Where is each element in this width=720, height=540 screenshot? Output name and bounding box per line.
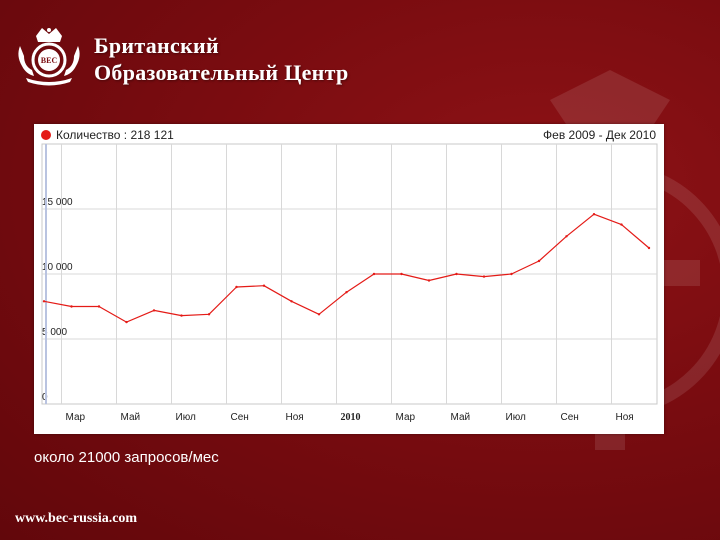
data-point (42, 300, 46, 303)
x-tick-label: Ноя (616, 412, 634, 423)
date-range-label: Фев 2009 - Дек 2010 (543, 128, 656, 142)
crown-shield-emblem-icon: BEC (18, 28, 80, 86)
data-point (152, 309, 156, 312)
y-tick-label: 5 000 (42, 327, 67, 338)
legend-label: Количество : 218 121 (56, 128, 174, 142)
data-point (235, 285, 238, 289)
data-point (317, 313, 321, 316)
data-point (427, 279, 431, 282)
data-point (510, 272, 513, 276)
logo-text: BEC (41, 56, 58, 65)
data-point (647, 246, 651, 250)
x-tick-label: Июл (176, 412, 196, 423)
chart-panel: Количество : 218 121 Фев 2009 - Дек 2010… (34, 124, 664, 434)
x-tick-label: 2010 (341, 412, 361, 423)
data-point (372, 272, 376, 276)
x-tick-label: Мар (66, 412, 86, 423)
legend-marker-icon (41, 130, 51, 140)
x-tick-label: Май (451, 412, 471, 423)
series-line-kolichestvo (43, 213, 650, 323)
data-point (455, 272, 458, 276)
brand-line-1: Британский (94, 33, 219, 58)
footer-url[interactable]: www.bec-russia.com (15, 511, 138, 526)
x-tick-label: Мар (396, 412, 416, 423)
data-point (97, 305, 101, 308)
data-point (290, 300, 293, 303)
data-point (207, 313, 211, 316)
data-point (565, 235, 568, 238)
brand-title: Британский Образовательный Центр (94, 32, 349, 86)
x-tick-label: Ноя (286, 412, 304, 423)
data-point (70, 305, 73, 308)
data-point (620, 223, 623, 226)
data-point (537, 259, 541, 263)
caption-text: около 21000 запросов/мес (34, 449, 219, 466)
x-tick-label: Июл (506, 412, 526, 423)
data-point (482, 275, 486, 278)
y-tick-label: 10 000 (42, 262, 73, 273)
data-point (125, 320, 128, 324)
data-point (345, 291, 348, 294)
x-tick-label: Сен (561, 412, 579, 423)
y-tick-label: 15 000 (42, 197, 73, 208)
x-tick-label: Сен (231, 412, 249, 423)
x-tick-label: Май (121, 412, 141, 423)
data-point (180, 314, 183, 317)
brand-line-2: Образовательный Центр (94, 60, 349, 85)
data-point (262, 284, 266, 287)
data-point (400, 272, 403, 276)
data-point (592, 213, 596, 216)
